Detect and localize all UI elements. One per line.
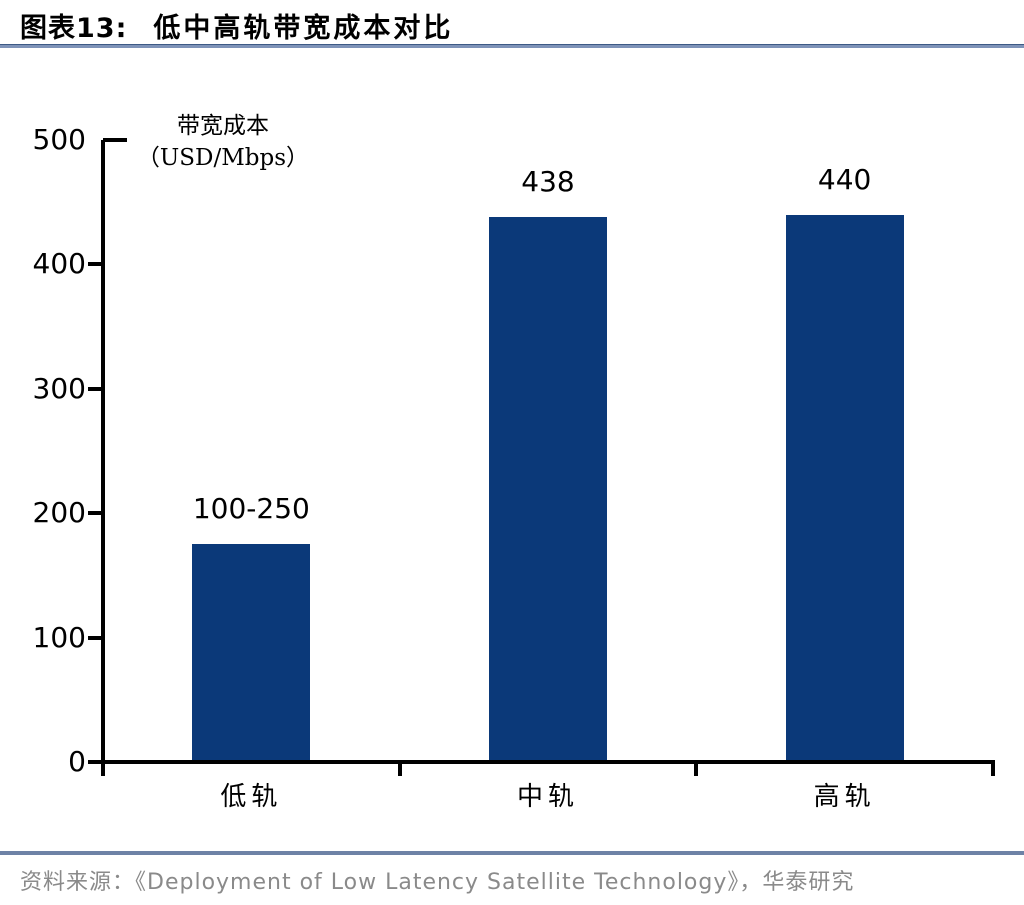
y-axis-annotation-line2: （USD/Mbps） bbox=[136, 145, 310, 171]
y-axis-top-cap bbox=[103, 138, 127, 142]
y-tick bbox=[88, 635, 101, 640]
y-axis-line bbox=[101, 140, 105, 776]
chart-header: 图表13: 低中高轨带宽成本对比 bbox=[20, 6, 453, 45]
bar bbox=[192, 544, 311, 760]
x-axis-line bbox=[101, 760, 995, 764]
x-category-label: 中轨 bbox=[516, 782, 579, 812]
y-tick-label: 200 bbox=[32, 496, 86, 530]
x-tick bbox=[397, 762, 402, 776]
footer-divider bbox=[0, 851, 1024, 855]
y-tick bbox=[88, 760, 101, 764]
y-tick-label: 100 bbox=[32, 620, 86, 654]
y-tick bbox=[88, 511, 101, 516]
figure-label: 图表13: bbox=[20, 13, 128, 44]
page-title: 低中高轨带宽成本对比 bbox=[153, 13, 454, 44]
bar bbox=[785, 214, 904, 760]
x-tick bbox=[991, 762, 995, 776]
bar-value-label: 440 bbox=[817, 162, 872, 196]
y-axis-annotation: 带宽成本 （USD/Mbps） bbox=[128, 110, 318, 174]
y-tick-label: 300 bbox=[32, 371, 86, 405]
x-category-label: 低轨 bbox=[220, 782, 283, 812]
y-tick-label: 0 bbox=[68, 745, 86, 778]
y-tick bbox=[88, 386, 101, 391]
title-underline bbox=[0, 44, 1024, 48]
bar-chart: 带宽成本 （USD/Mbps） 0 100 200 300 400 500 100-250 低… bbox=[32, 110, 995, 812]
bar bbox=[489, 217, 607, 760]
source-note: 资料来源：《Deployment of Low Latency Satellit… bbox=[20, 864, 1010, 896]
bar-value-label: 438 bbox=[521, 165, 575, 199]
y-tick bbox=[88, 262, 101, 267]
source-prefix: 资料来源： bbox=[20, 870, 136, 895]
x-category-label: 高轨 bbox=[813, 782, 876, 812]
bar-value-label: 100-250 bbox=[192, 492, 310, 526]
source-text: 《Deployment of Low Latency Satellite Tec… bbox=[135, 870, 855, 895]
x-tick bbox=[694, 762, 699, 776]
y-axis-annotation-line1: 带宽成本 bbox=[177, 113, 269, 139]
y-tick-label: 400 bbox=[32, 247, 86, 281]
y-tick-label: 500 bbox=[32, 123, 86, 156]
